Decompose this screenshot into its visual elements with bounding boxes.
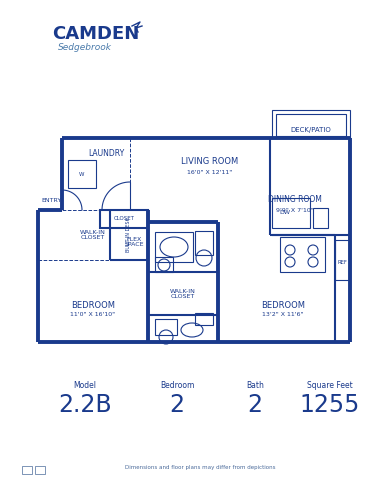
Text: 2: 2 xyxy=(169,393,185,417)
Text: FLEX
SPACE: FLEX SPACE xyxy=(124,237,144,247)
Bar xyxy=(195,231,213,255)
Bar xyxy=(38,210,148,260)
Text: 13'2" X 11'6": 13'2" X 11'6" xyxy=(262,313,304,318)
Text: WALK-IN
CLOSET: WALK-IN CLOSET xyxy=(170,289,196,299)
Bar xyxy=(155,319,177,335)
Text: 16'0" X 12'11": 16'0" X 12'11" xyxy=(187,170,233,174)
Text: WALK-IN
CLOSET: WALK-IN CLOSET xyxy=(80,230,106,241)
Text: DW: DW xyxy=(279,211,290,216)
Bar xyxy=(68,160,96,188)
Bar xyxy=(195,313,213,325)
Bar xyxy=(155,232,193,262)
Text: 11'0" X 16'10": 11'0" X 16'10" xyxy=(70,313,116,318)
Text: Square Feet: Square Feet xyxy=(307,381,353,390)
Text: ENTRY: ENTRY xyxy=(42,197,62,202)
Text: 1255: 1255 xyxy=(300,393,360,417)
Text: BEDROOM: BEDROOM xyxy=(71,300,115,310)
Bar xyxy=(313,208,328,228)
Text: BUILT-IN DESK: BUILT-IN DESK xyxy=(127,218,132,252)
Text: 2: 2 xyxy=(247,393,263,417)
Text: Sedgebrook: Sedgebrook xyxy=(58,43,112,51)
Bar xyxy=(276,114,346,136)
Text: 2.2B: 2.2B xyxy=(58,393,112,417)
Text: LIVING ROOM: LIVING ROOM xyxy=(182,157,239,167)
Text: Bath: Bath xyxy=(246,381,264,390)
Bar xyxy=(148,272,218,315)
Bar xyxy=(272,198,310,228)
Text: Dimensions and floor plans may differ from depictions: Dimensions and floor plans may differ fr… xyxy=(125,466,275,470)
Text: REF: REF xyxy=(337,260,347,265)
Bar xyxy=(335,240,350,280)
Text: DECK/PATIO: DECK/PATIO xyxy=(291,127,331,133)
Bar xyxy=(22,466,32,474)
Text: DINING ROOM: DINING ROOM xyxy=(268,196,322,204)
Text: BEDROOM: BEDROOM xyxy=(261,300,305,310)
Text: Bedroom: Bedroom xyxy=(160,381,194,390)
Text: W: W xyxy=(79,172,85,176)
Bar xyxy=(280,237,325,272)
Text: CAMDEN: CAMDEN xyxy=(52,25,139,43)
Text: Model: Model xyxy=(74,381,97,390)
Text: 9'9" X 7'10": 9'9" X 7'10" xyxy=(276,207,314,213)
Bar xyxy=(100,210,148,228)
Bar xyxy=(148,222,218,272)
Bar xyxy=(272,110,350,138)
Bar xyxy=(35,466,45,474)
Text: CLOSET: CLOSET xyxy=(114,217,135,221)
Text: LAUNDRY: LAUNDRY xyxy=(88,149,124,158)
Bar xyxy=(155,257,173,272)
